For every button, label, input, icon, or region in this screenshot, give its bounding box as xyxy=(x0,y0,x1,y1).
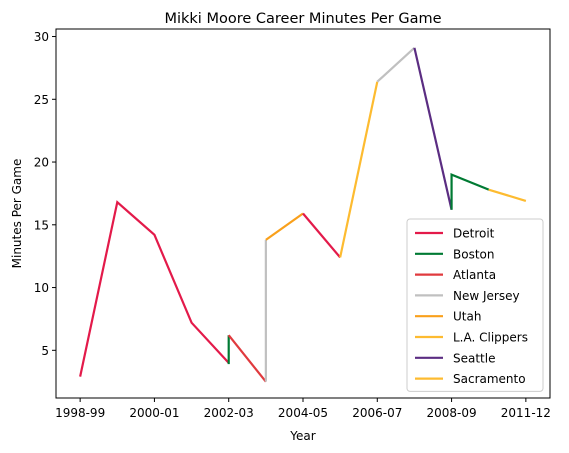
legend-label: Boston xyxy=(453,247,494,261)
y-tick-label: 25 xyxy=(34,93,49,107)
series-line-9 xyxy=(450,172,490,210)
series-line-8 xyxy=(413,47,453,210)
legend-label: New Jersey xyxy=(453,289,520,303)
series-line-6 xyxy=(339,81,379,258)
x-tick-label: 1998-99 xyxy=(55,406,105,420)
series-line-10 xyxy=(488,188,527,203)
series-line-0 xyxy=(79,200,230,377)
legend-label: Seattle xyxy=(453,351,495,365)
y-tick-label: 30 xyxy=(34,30,49,44)
series-line-4 xyxy=(265,212,304,241)
legend-label: Sacramento xyxy=(453,372,526,386)
y-tick-label: 10 xyxy=(34,281,49,295)
legend-label: Detroit xyxy=(453,227,495,241)
y-tick-label: 5 xyxy=(41,344,49,358)
legend-label: Utah xyxy=(453,310,481,324)
x-axis: 1998-99 2000-01 2002-03 2004-05 2006-07 2008-… xyxy=(55,398,551,420)
legend-label: L.A. Clippers xyxy=(453,331,528,345)
chart-title: Mikki Moore Career Minutes Per Game xyxy=(164,11,441,27)
x-tick-label: 2006-07 xyxy=(352,406,402,420)
x-tick-label: 2002-03 xyxy=(204,406,254,420)
series-line-5 xyxy=(302,212,341,259)
x-axis-label: Year xyxy=(289,429,315,443)
y-tick-label: 20 xyxy=(34,156,49,170)
y-axis-label: Minutes Per Game xyxy=(10,159,24,269)
legend: Detroit Boston Atlanta New Jersey Utah L.A. C… xyxy=(406,218,544,392)
x-tick-label: 2011-12 xyxy=(501,406,551,420)
y-axis: 5 10 15 20 25 30 xyxy=(34,30,56,358)
plot-lines xyxy=(79,47,527,383)
x-tick-label: 2004-05 xyxy=(278,406,328,420)
legend-frame xyxy=(406,218,544,392)
x-tick-label: 2008-09 xyxy=(427,406,477,420)
series-line-2 xyxy=(227,334,267,383)
legend-label: Atlanta xyxy=(453,268,496,282)
x-tick-label: 2000-01 xyxy=(129,406,179,420)
y-tick-label: 15 xyxy=(34,218,49,232)
series-line-7 xyxy=(376,47,416,83)
